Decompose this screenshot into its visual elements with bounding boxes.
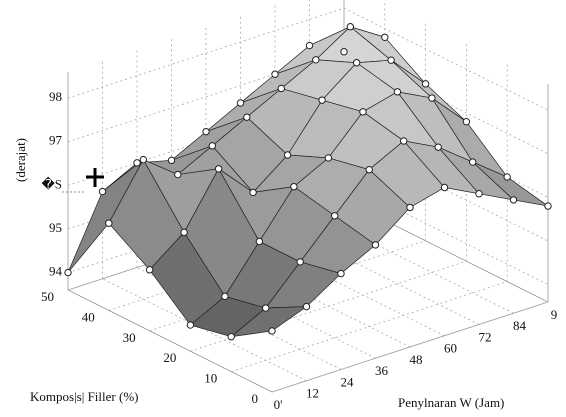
y-tick-label: 36: [375, 363, 389, 378]
data-point: [428, 94, 436, 102]
data-point: [434, 143, 442, 151]
y-tick-label: 72: [479, 329, 492, 344]
grid-line: [102, 278, 307, 382]
data-point: [302, 302, 311, 311]
grid-line: [67, 7, 345, 99]
data-point: [202, 127, 210, 136]
data-point: [221, 292, 229, 301]
data-point: [340, 48, 348, 56]
data-point: [243, 113, 251, 121]
x-tick-label: 50: [41, 289, 54, 304]
surface: [64, 23, 552, 341]
data-point: [305, 41, 314, 50]
data-point: [393, 88, 402, 96]
data-point: [331, 212, 339, 220]
data-point: [174, 170, 182, 179]
grid-line: [343, 51, 549, 155]
data-point: [283, 151, 292, 159]
data-point: [208, 142, 217, 150]
x-tick-label: 30: [123, 330, 136, 345]
data-point: [475, 190, 483, 198]
data-point: [277, 84, 285, 93]
data-point: [249, 188, 257, 197]
data-point: [381, 33, 389, 41]
cursor: [62, 168, 104, 193]
data-point: [400, 137, 408, 145]
x-tick-label: 10: [204, 371, 217, 386]
data-point: [440, 183, 449, 192]
data-point: [255, 237, 264, 246]
x-tick-label: 0: [252, 391, 259, 406]
data-point: [98, 187, 107, 196]
data-point: [296, 258, 304, 266]
data-point: [227, 333, 235, 341]
grid-line: [343, 7, 549, 111]
data-point: [186, 321, 195, 329]
y-tick-label: 48: [410, 352, 423, 367]
data-point: [337, 269, 345, 278]
data-point: [268, 327, 276, 335]
data-point: [371, 241, 380, 249]
y-tick-label: 84: [513, 318, 527, 333]
data-point: [145, 266, 154, 274]
data-point: [387, 56, 395, 64]
data-point: [421, 80, 430, 88]
data-point: [180, 228, 188, 237]
data-point: [236, 99, 245, 107]
data-point: [324, 154, 333, 162]
axes-labels: 0 10 20 30 40 50 0' 12 24 36 48 60 72 84 9 94 95 �S 97 98: [41, 89, 557, 412]
grid-line: [343, 138, 549, 242]
y-tick-label: 12: [306, 386, 319, 401]
data-point: [509, 196, 518, 204]
data-point: [318, 96, 326, 104]
data-point: [352, 59, 361, 67]
data-point: [262, 304, 270, 312]
data-point: [139, 155, 148, 164]
z-tick-label: 97: [49, 133, 63, 148]
data-point: [64, 268, 72, 277]
y-tick-label: 24: [341, 374, 355, 389]
z-axis-label: (derajat): [13, 138, 28, 182]
data-point: [359, 108, 367, 116]
y-tick-label: 0': [274, 397, 283, 412]
data-point: [406, 203, 414, 212]
data-point: [365, 165, 373, 174]
data-point: [346, 23, 354, 31]
z-tick-label: 95: [49, 220, 62, 235]
data-point: [105, 219, 113, 227]
data-point: [214, 165, 223, 173]
z-tick-label: 94: [49, 264, 63, 279]
grid-line: [343, 95, 549, 198]
data-point: [469, 158, 477, 166]
x-axis-label: Kompos|s| Filler (%): [30, 389, 138, 404]
data-point: [133, 159, 141, 167]
data-point: [271, 70, 279, 78]
data-point: [462, 117, 471, 126]
x-tick-label: 40: [82, 309, 95, 324]
grid-line: [343, 182, 549, 285]
data-point: [167, 156, 176, 165]
data-point: [503, 173, 511, 181]
data-point: [312, 56, 320, 64]
y-axis-label: Penylnaran W (Jam): [398, 395, 504, 410]
x-tick-label: 20: [163, 350, 176, 365]
z-tick-label: �S: [41, 176, 62, 191]
data-point: [544, 202, 552, 210]
z-tick-label: 98: [49, 89, 62, 104]
grid-line: [67, 289, 273, 393]
data-point: [290, 182, 298, 191]
y-tick-label: 9: [551, 307, 558, 322]
y-tick-label: 60: [444, 341, 457, 356]
